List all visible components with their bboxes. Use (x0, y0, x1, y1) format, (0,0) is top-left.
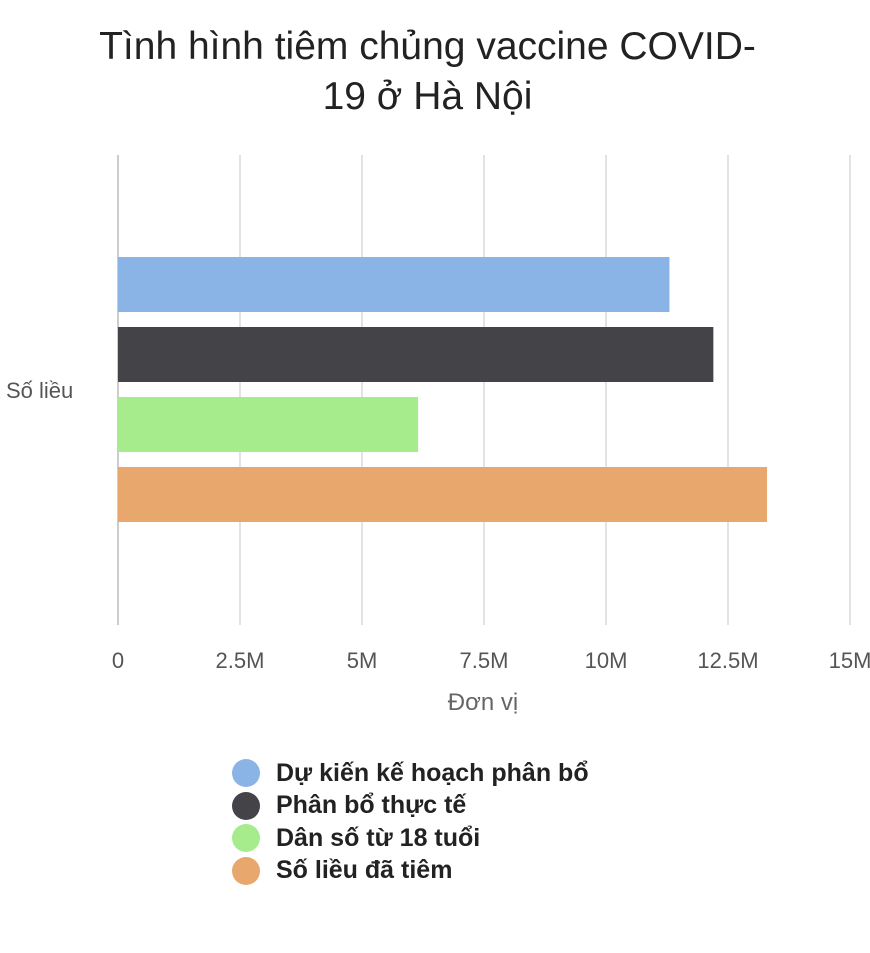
gridlines (117, 155, 851, 625)
x-tick-label-1: 2.5M (216, 648, 265, 673)
bars (118, 257, 768, 522)
x-tick-label-3: 7.5M (460, 648, 509, 673)
legend-label-2: Dân số từ 18 tuổi (276, 823, 481, 852)
bar-series-0[interactable] (118, 257, 670, 312)
x-tick-label-6: 15M (829, 648, 870, 673)
x-tick-labels: 0 2.5M 5M 7.5M 10M 12.5M 15M (112, 648, 870, 673)
x-tick-label-4: 10M (585, 648, 628, 673)
bar-chart: 0 2.5M 5M 7.5M 10M 12.5M 15M Số liều Đơn vị (6, 155, 870, 716)
legend-label-3: Số liều đã tiêm (276, 856, 453, 885)
legend-item-2[interactable]: Dân số từ 18 tuổi (232, 822, 589, 855)
x-tick-label-2: 5M (347, 648, 378, 673)
x-axis-title: Đơn vị (448, 689, 518, 716)
category-label: Số liều (6, 378, 73, 403)
x-tick-label-0: 0 (112, 648, 124, 673)
legend-item-0[interactable]: Dự kiến kế hoạch phân bổ (232, 757, 589, 790)
legend-item-1[interactable]: Phân bổ thực tế (232, 790, 589, 823)
bar-series-2[interactable] (118, 397, 419, 452)
chart-title-line-2: 19 ở Hà Nội (322, 75, 533, 118)
legend-swatch-2 (232, 824, 260, 853)
bar-series-3[interactable] (118, 467, 768, 522)
x-tick-label-5: 12.5M (697, 648, 758, 673)
bar-series-1[interactable] (118, 327, 714, 382)
legend-label-1: Phân bổ thực tế (276, 791, 467, 820)
legend-swatch-1 (232, 791, 260, 820)
legend: Dự kiến kế hoạch phân bổ Phân bổ thực tế D… (232, 757, 589, 887)
chart-title: Tình hình tiêm chủng vaccine COVID- 19 ở… (0, 22, 855, 122)
legend-item-3[interactable]: Số liều đã tiêm (232, 855, 589, 888)
legend-swatch-0 (232, 759, 260, 788)
chart-title-line-1: Tình hình tiêm chủng vaccine COVID- (99, 25, 756, 68)
legend-swatch-3 (232, 856, 260, 885)
legend-label-0: Dự kiến kế hoạch phân bổ (276, 758, 589, 787)
